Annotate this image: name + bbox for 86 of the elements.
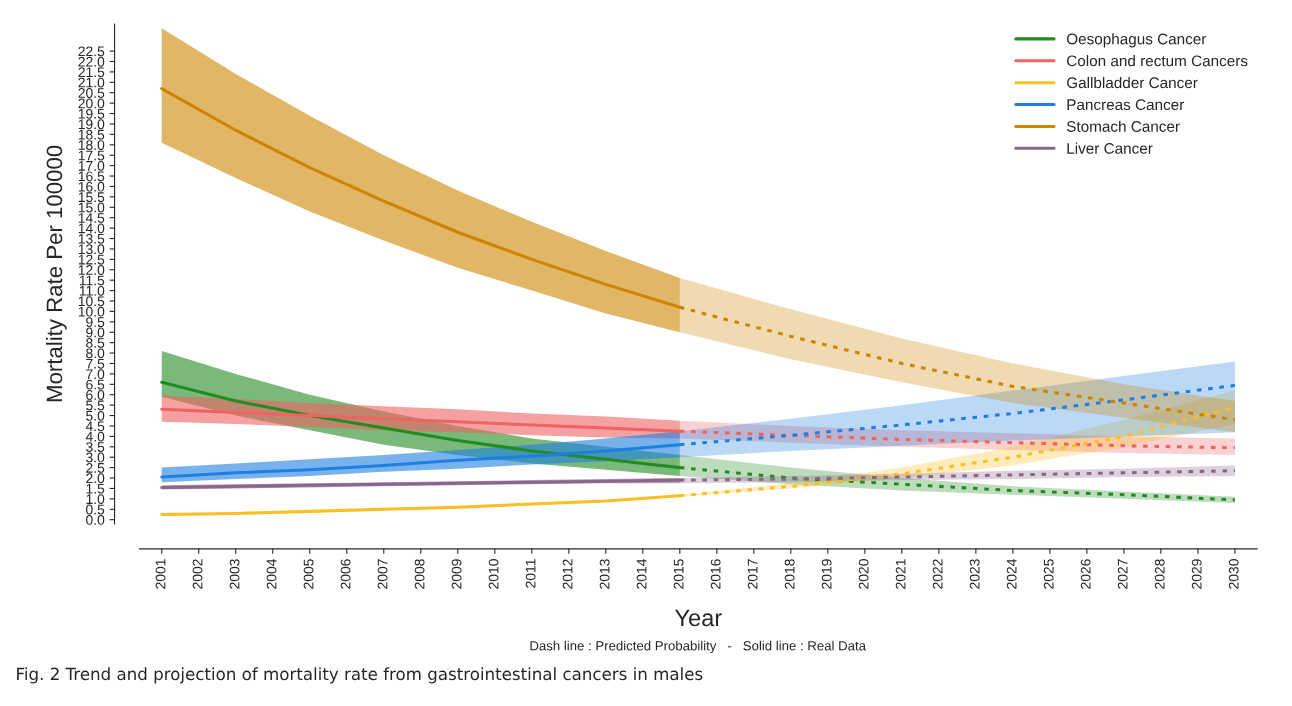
legend-label: Colon and rectum Cancers <box>1067 55 1248 67</box>
legend-label: Oesophagus Cancer <box>1066 33 1207 48</box>
x-tick-label: 2024 <box>1006 558 1017 589</box>
y-tick-label: 19.0 <box>78 119 105 130</box>
y-tick-label: 8.5 <box>86 337 105 348</box>
y-tick-label: 7.5 <box>86 358 105 369</box>
y-tick-label: 20.5 <box>78 88 105 98</box>
y-tick-label: 5.0 <box>86 410 105 421</box>
y-tick-label: 16.5 <box>78 171 105 182</box>
y-tick-label: 1.0 <box>86 494 105 505</box>
y-tick-label: 22.0 <box>78 56 105 67</box>
y-tick-label: 1.5 <box>86 483 105 494</box>
x-tick-label: 2002 <box>192 559 203 589</box>
y-tick-label: 10.0 <box>78 306 105 317</box>
x-tick-label: 2023 <box>969 559 980 589</box>
y-tick-label: 4.5 <box>85 421 105 432</box>
y-tick-label: 18.0 <box>78 140 105 150</box>
x-tick-label: 2018 <box>784 559 795 589</box>
y-tick-label: 4.0 <box>85 431 105 442</box>
y-tick-label: 5.5 <box>86 400 105 411</box>
x-tick-label: 2014 <box>636 558 647 589</box>
caption: Fig. 2 Trend and projection of mortality rate from gastrointestinal cancers in males <box>17 667 703 684</box>
y-tick-label: 9.0 <box>86 327 105 338</box>
y-tick-label: 11.5 <box>79 275 105 286</box>
x-axis-title: Year <box>674 609 722 627</box>
y-tick-label: 0.5 <box>86 504 105 515</box>
x-tick-label: 2017 <box>747 559 758 589</box>
x-tick-label: 2016 <box>710 559 721 589</box>
x-tick-label: 2025 <box>1043 559 1054 589</box>
y-tick-label: 10.5 <box>78 296 105 307</box>
x-tick-label: 2027 <box>1117 559 1128 589</box>
y-tick-label: 14.0 <box>78 223 105 234</box>
x-tick-label: 2028 <box>1154 559 1165 589</box>
legend-label: Liver Cancer <box>1067 142 1153 154</box>
x-tick-label: 2005 <box>303 559 314 589</box>
x-tick-label: 2008 <box>414 559 425 589</box>
legend-label: Pancreas Cancer <box>1067 99 1185 111</box>
y-tick-label: 16.0 <box>78 181 105 192</box>
x-tick-label: 2007 <box>377 559 388 589</box>
x-tick-label: 2003 <box>229 559 240 589</box>
x-tick-label: 2012 <box>562 559 573 589</box>
y-tick-label: 15.5 <box>78 192 105 203</box>
y-tick-label: 12.0 <box>78 265 105 275</box>
y-tick-label: 6.5 <box>86 379 105 390</box>
y-tick-label: 22.5 <box>78 46 105 57</box>
y-tick-label: 19.5 <box>78 108 105 119</box>
y-tick-label: 3.0 <box>86 452 105 463</box>
y-tick-label: 15.0 <box>78 202 105 213</box>
x-tick-label: 2010 <box>488 559 499 589</box>
y-axis-title: Mortality Rate Per 100000 <box>45 145 67 402</box>
x-tick-label: 2004 <box>266 558 277 589</box>
y-tick-label: 12.5 <box>78 254 105 265</box>
x-tick-label: 2015 <box>673 559 684 589</box>
text: Dash line : Predicted Probability - Solid line : Real Data <box>530 640 866 654</box>
y-tick-label: 2.5 <box>86 462 105 473</box>
legend-label: Gallbladder Cancer <box>1067 76 1198 89</box>
y-tick-label: 9.5 <box>86 317 105 327</box>
x-tick-label: 2019 <box>821 559 832 589</box>
y-tick-label: 13.0 <box>78 244 105 255</box>
y-tick-label: 3.5 <box>86 442 105 452</box>
x-tick-label: 2030 <box>1228 559 1239 589</box>
y-tick-label: 11.0 <box>79 285 105 296</box>
y-tick-label: 14.5 <box>78 213 105 223</box>
x-tick-label: 2013 <box>599 559 610 589</box>
x-tick-label: 2006 <box>340 559 351 589</box>
x-tick-label: 2020 <box>858 559 869 589</box>
y-tick-label: 8.0 <box>86 348 105 359</box>
y-tick-label: 2.0 <box>86 473 105 484</box>
y-tick-label: 13.5 <box>78 233 105 244</box>
x-tick-label: 2029 <box>1191 559 1202 589</box>
x-tick-label: 2011 <box>525 559 536 588</box>
y-tick-label: 0.0 <box>86 515 105 525</box>
x-tick-label: 2009 <box>451 559 462 589</box>
y-tick-label: 21.0 <box>78 77 105 88</box>
x-tick-label: 2001 <box>155 559 166 589</box>
y-tick-label: 7.0 <box>86 369 105 380</box>
y-tick-label: 6.0 <box>86 390 105 400</box>
y-tick-label: 17.0 <box>78 160 105 171</box>
x-tick-label: 2026 <box>1080 559 1091 589</box>
legend-label: Stomach Cancer <box>1066 120 1180 132</box>
x-tick-label: 2022 <box>932 559 943 589</box>
y-tick-label: 17.5 <box>78 150 105 161</box>
x-tick-label: 2021 <box>895 559 906 589</box>
y-tick-label: 18.5 <box>78 129 105 140</box>
y-tick-label: 21.5 <box>78 67 105 78</box>
y-tick-label: 20.0 <box>78 98 105 109</box>
